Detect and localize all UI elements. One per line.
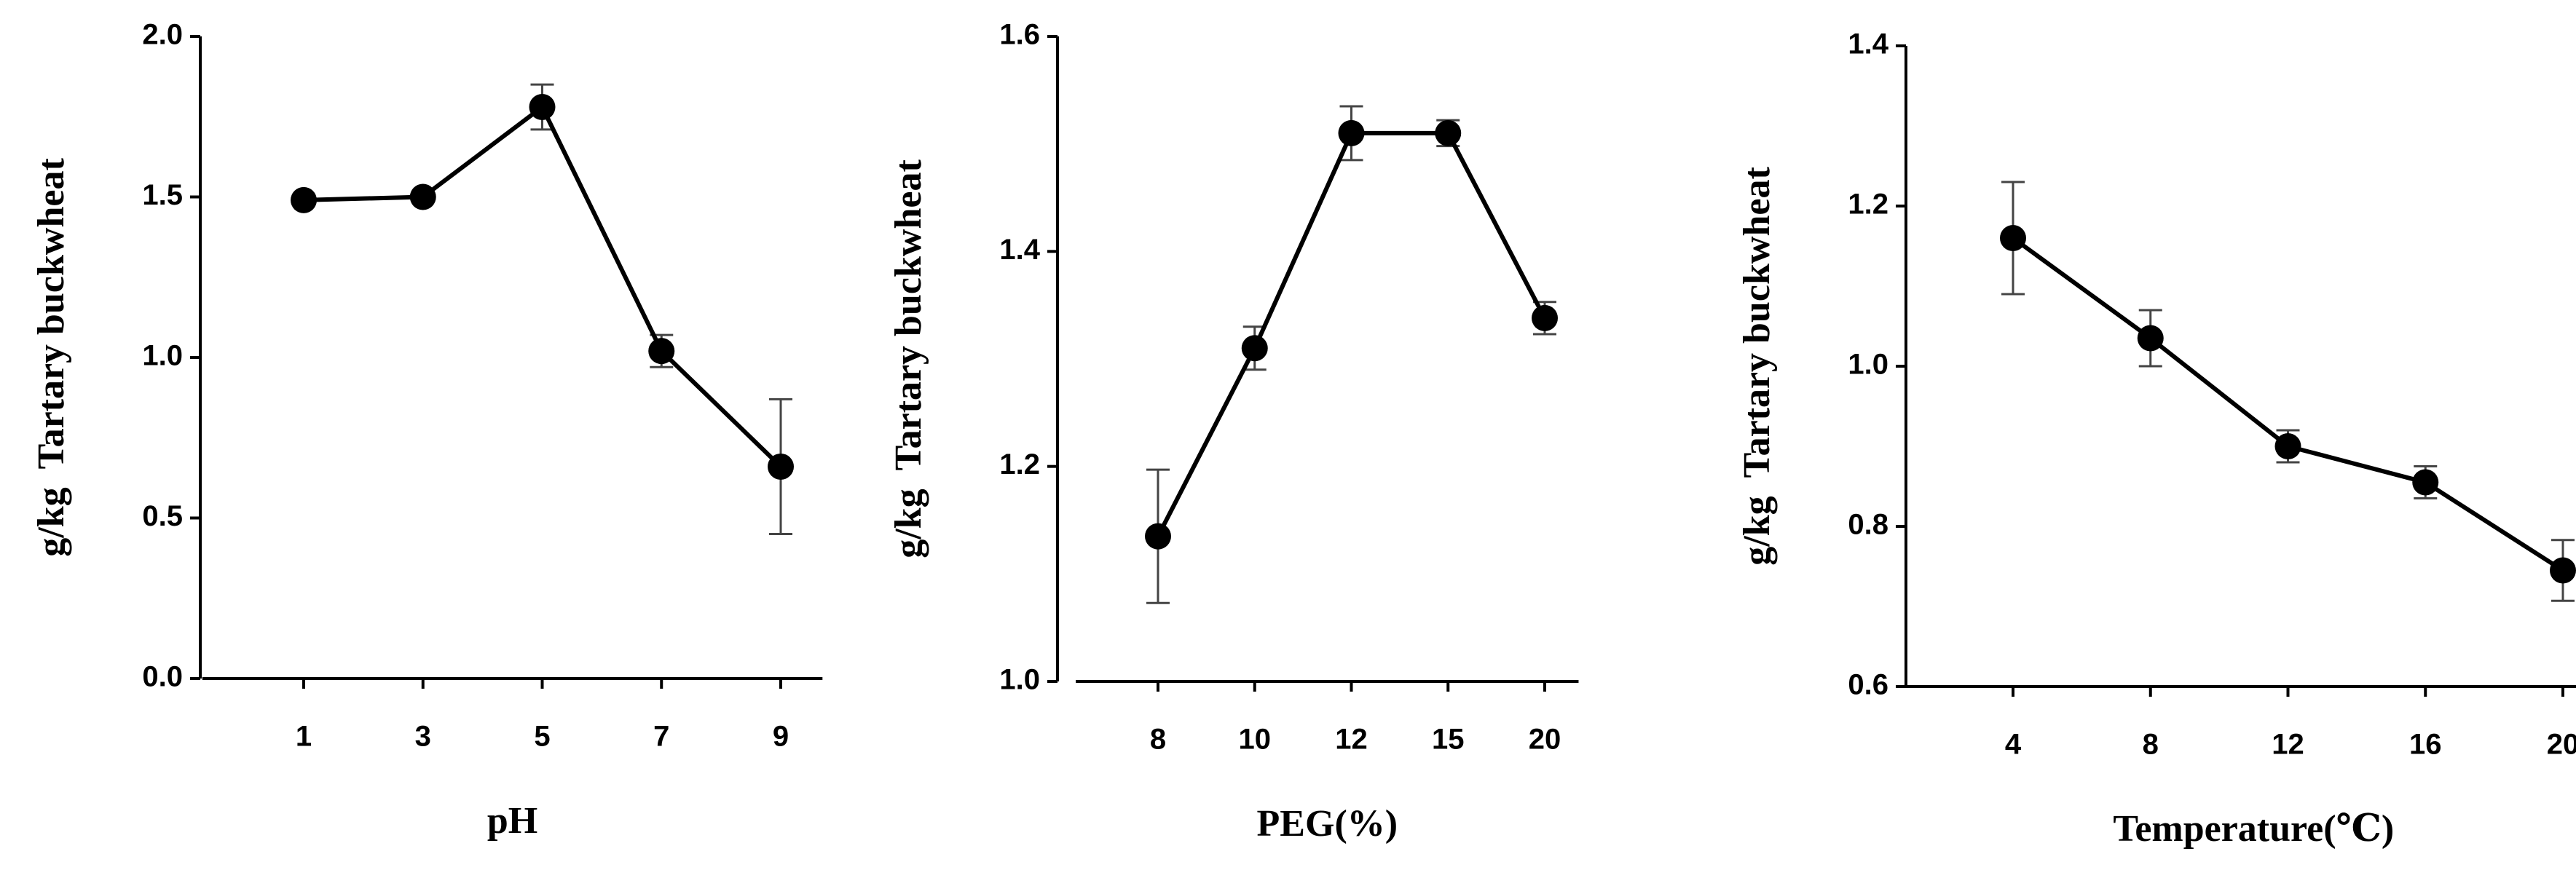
y-tick-label: 1.2 [999,448,1040,480]
x-tick-label: 8 [1150,724,1166,756]
data-point [409,183,436,210]
x-tick-label: 3 [415,721,431,753]
y-tick-label: 1.0 [1848,349,1888,381]
data-point [2550,557,2576,584]
y-tick-label: 0.0 [142,661,183,693]
data-line [1156,130,1547,538]
x-axis-label: Temperature(℃) [2113,808,2394,850]
data-line [2012,236,2564,573]
x-tick-label: 10 [1239,724,1272,756]
data-point [1532,304,1558,331]
x-axis-label: PEG(%) [1257,803,1398,845]
y-tick-label: 1.4 [1848,28,1888,60]
x-tick-label: 16 [2409,729,2442,761]
x-tick-label: 8 [2143,729,2159,761]
data-point [648,338,675,365]
x-tick-label: 12 [2272,729,2304,761]
y-tick-label: 1.6 [999,19,1040,51]
y-tick-label: 1.2 [1848,189,1888,221]
data-point [1435,119,1462,146]
x-tick-label: 20 [1529,724,1561,756]
y-tick-label: 1.5 [142,179,183,211]
y-tick-label: 2.0 [142,19,183,51]
x-tick-label: 5 [534,721,550,753]
x-tick-label: 7 [653,721,669,753]
data-point [2137,325,2164,352]
data-point [529,94,556,121]
x-tick-label: 1 [296,721,312,753]
y-tick-label: 0.5 [142,500,183,532]
data-point [2412,469,2439,496]
y-tick-label: 1.4 [999,234,1040,266]
data-point [2274,433,2301,459]
data-point [1241,335,1268,362]
y-axis-label: g/kg Tartary buckwheat [1736,167,1778,566]
y-tick-label: 0.8 [1848,509,1888,541]
y-tick-label: 0.6 [1848,669,1888,701]
x-tick-label: 15 [1432,724,1465,756]
y-tick-label: 1.0 [142,340,183,372]
data-point [2000,225,2026,251]
data-point [1338,119,1365,146]
x-tick-label: 9 [773,721,789,753]
x-tick-label: 4 [2005,729,2022,761]
y-axis-label: g/kg Tartary buckwheat [31,158,72,557]
x-axis-label: pH [487,800,537,842]
x-tick-label: 12 [1335,724,1368,756]
data-point [291,186,317,213]
y-tick-label: 1.0 [999,664,1040,696]
data-point [1145,523,1171,550]
data-point [768,453,794,480]
y-axis-label: g/kg Tartary buckwheat [888,159,929,558]
data-line [303,103,783,469]
x-tick-label: 20 [2547,729,2576,761]
